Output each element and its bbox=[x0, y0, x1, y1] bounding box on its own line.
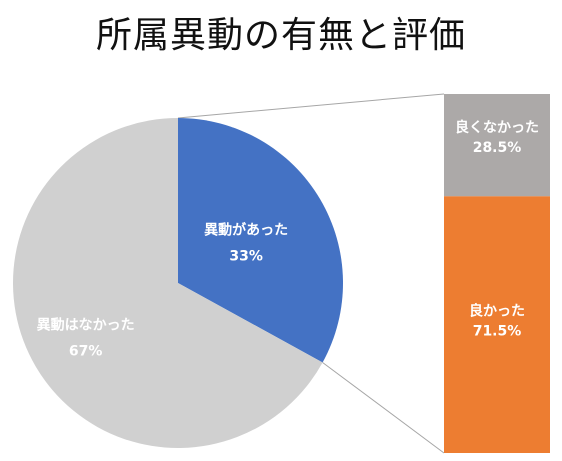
pie-slice-1 bbox=[12, 118, 323, 448]
pie-value-label-0: 33% bbox=[229, 249, 263, 265]
connector-line-top bbox=[177, 93, 445, 119]
bar-label-1: 良かった bbox=[469, 303, 525, 320]
pie bbox=[12, 118, 343, 448]
pie-slice-0 bbox=[178, 118, 343, 363]
stacked-bar bbox=[444, 94, 550, 453]
chart-title: 所属異動の有無と評価 bbox=[95, 15, 466, 56]
connector-line-bottom bbox=[322, 362, 445, 454]
bar-value-label-1: 71.5% bbox=[473, 324, 522, 340]
bar-segment-1 bbox=[444, 196, 550, 453]
bar-segment-0 bbox=[444, 94, 550, 197]
bar-value-label-0: 28.5% bbox=[473, 140, 522, 156]
pie-value-label-1: 67% bbox=[69, 344, 103, 360]
labels: 異動があった 33% 異動はなかった 67% 良くなかった 28.5% 良かった 71.5% bbox=[37, 119, 539, 359]
connectors bbox=[177, 93, 445, 454]
pie-label-0: 異動があった bbox=[204, 222, 288, 239]
pie-label-1: 異動はなかった bbox=[37, 317, 135, 334]
bar-label-0: 良くなかった bbox=[455, 119, 539, 136]
